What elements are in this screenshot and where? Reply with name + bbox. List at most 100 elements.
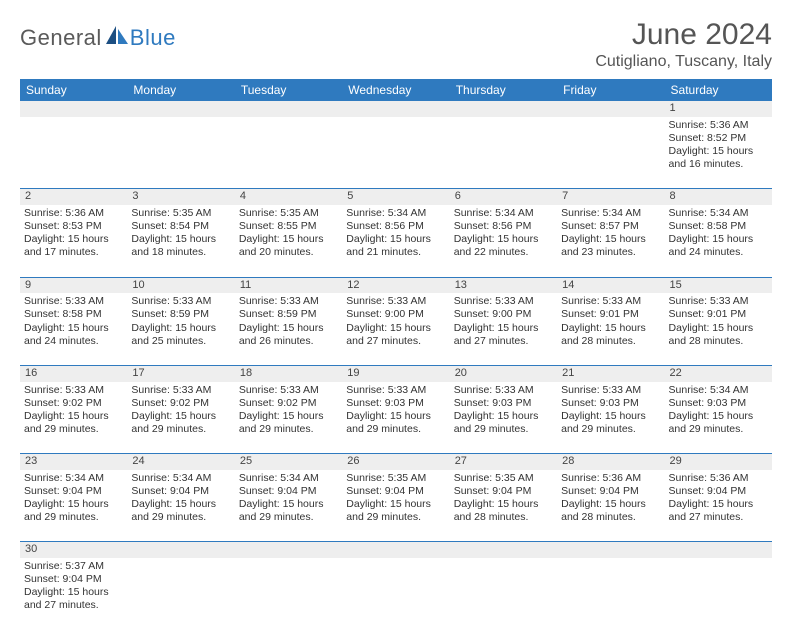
day-number-cell: 29 — [665, 454, 772, 470]
sunset-text: Sunset: 9:00 PM — [454, 308, 553, 321]
sunrise-text: Sunrise: 5:33 AM — [454, 295, 553, 308]
daylight-text: Daylight: 15 hours and 29 minutes. — [24, 498, 123, 524]
daylight-text: Daylight: 15 hours and 29 minutes. — [24, 410, 123, 436]
daylight-text: Daylight: 15 hours and 29 minutes. — [346, 410, 445, 436]
sunrise-text: Sunrise: 5:34 AM — [24, 472, 123, 485]
day-cell: Sunrise: 5:33 AMSunset: 9:03 PMDaylight:… — [450, 382, 557, 454]
sunrise-text: Sunrise: 5:33 AM — [561, 384, 660, 397]
sunrise-text: Sunrise: 5:33 AM — [24, 295, 123, 308]
sunset-text: Sunset: 9:03 PM — [669, 397, 768, 410]
weekday-header: Thursday — [450, 79, 557, 101]
day-cell: Sunrise: 5:33 AMSunset: 9:03 PMDaylight:… — [557, 382, 664, 454]
weekday-header: Wednesday — [342, 79, 449, 101]
daylight-text: Daylight: 15 hours and 24 minutes. — [669, 233, 768, 259]
day-number-cell — [557, 101, 664, 117]
daylight-text: Daylight: 15 hours and 29 minutes. — [561, 410, 660, 436]
sunset-text: Sunset: 8:53 PM — [24, 220, 123, 233]
day-cell: Sunrise: 5:34 AMSunset: 8:57 PMDaylight:… — [557, 205, 664, 277]
daylight-text: Daylight: 15 hours and 29 minutes. — [239, 498, 338, 524]
day-cell — [235, 117, 342, 189]
sunset-text: Sunset: 9:02 PM — [24, 397, 123, 410]
daylight-text: Daylight: 15 hours and 27 minutes. — [346, 322, 445, 348]
day-number-cell — [235, 542, 342, 558]
sunset-text: Sunset: 8:57 PM — [561, 220, 660, 233]
day-cell — [127, 117, 234, 189]
day-cell — [557, 117, 664, 189]
sunrise-text: Sunrise: 5:33 AM — [669, 295, 768, 308]
day-cell — [557, 558, 664, 630]
logo: General Blue — [20, 18, 176, 51]
daylight-text: Daylight: 15 hours and 20 minutes. — [239, 233, 338, 259]
sunset-text: Sunset: 9:03 PM — [561, 397, 660, 410]
day-cell: Sunrise: 5:34 AMSunset: 8:56 PMDaylight:… — [342, 205, 449, 277]
sunrise-text: Sunrise: 5:33 AM — [239, 295, 338, 308]
day-number-cell: 15 — [665, 277, 772, 293]
sunrise-text: Sunrise: 5:33 AM — [454, 384, 553, 397]
day-content-row: Sunrise: 5:33 AMSunset: 8:58 PMDaylight:… — [20, 293, 772, 365]
daylight-text: Daylight: 15 hours and 27 minutes. — [454, 322, 553, 348]
sunset-text: Sunset: 8:59 PM — [131, 308, 230, 321]
day-cell: Sunrise: 5:33 AMSunset: 9:00 PMDaylight:… — [450, 293, 557, 365]
day-cell: Sunrise: 5:35 AMSunset: 9:04 PMDaylight:… — [342, 470, 449, 542]
day-cell: Sunrise: 5:34 AMSunset: 9:04 PMDaylight:… — [20, 470, 127, 542]
sunrise-text: Sunrise: 5:33 AM — [239, 384, 338, 397]
day-cell: Sunrise: 5:34 AMSunset: 8:58 PMDaylight:… — [665, 205, 772, 277]
day-cell: Sunrise: 5:36 AMSunset: 8:53 PMDaylight:… — [20, 205, 127, 277]
sunrise-text: Sunrise: 5:36 AM — [561, 472, 660, 485]
day-content-row: Sunrise: 5:34 AMSunset: 9:04 PMDaylight:… — [20, 470, 772, 542]
sunset-text: Sunset: 9:04 PM — [24, 573, 123, 586]
daylight-text: Daylight: 15 hours and 23 minutes. — [561, 233, 660, 259]
sunset-text: Sunset: 9:03 PM — [346, 397, 445, 410]
daylight-text: Daylight: 15 hours and 29 minutes. — [346, 498, 445, 524]
weekday-header-row: SundayMondayTuesdayWednesdayThursdayFrid… — [20, 79, 772, 101]
sunrise-text: Sunrise: 5:33 AM — [346, 295, 445, 308]
day-number-cell: 8 — [665, 189, 772, 205]
sail-icon — [104, 24, 130, 51]
daylight-text: Daylight: 15 hours and 29 minutes. — [131, 498, 230, 524]
title-block: June 2024 Cutigliano, Tuscany, Italy — [595, 18, 772, 71]
sunset-text: Sunset: 9:01 PM — [561, 308, 660, 321]
day-number-row: 16171819202122 — [20, 365, 772, 381]
day-cell: Sunrise: 5:34 AMSunset: 9:04 PMDaylight:… — [235, 470, 342, 542]
day-cell: Sunrise: 5:33 AMSunset: 9:01 PMDaylight:… — [665, 293, 772, 365]
daylight-text: Daylight: 15 hours and 22 minutes. — [454, 233, 553, 259]
day-cell: Sunrise: 5:33 AMSunset: 9:02 PMDaylight:… — [20, 382, 127, 454]
day-number-cell: 2 — [20, 189, 127, 205]
day-number-cell: 10 — [127, 277, 234, 293]
sunset-text: Sunset: 9:02 PM — [239, 397, 338, 410]
daylight-text: Daylight: 15 hours and 26 minutes. — [239, 322, 338, 348]
sunrise-text: Sunrise: 5:34 AM — [239, 472, 338, 485]
header: General Blue June 2024 Cutigliano, Tusca… — [20, 18, 772, 71]
sunrise-text: Sunrise: 5:35 AM — [454, 472, 553, 485]
day-cell — [235, 558, 342, 630]
day-number-cell — [557, 542, 664, 558]
sunrise-text: Sunrise: 5:33 AM — [346, 384, 445, 397]
day-number-cell: 30 — [20, 542, 127, 558]
day-number-cell — [127, 101, 234, 117]
day-number-cell: 18 — [235, 365, 342, 381]
day-cell — [342, 558, 449, 630]
sunset-text: Sunset: 9:04 PM — [24, 485, 123, 498]
sunset-text: Sunset: 8:58 PM — [24, 308, 123, 321]
day-cell — [127, 558, 234, 630]
daylight-text: Daylight: 15 hours and 24 minutes. — [24, 322, 123, 348]
daylight-text: Daylight: 15 hours and 27 minutes. — [669, 498, 768, 524]
location: Cutigliano, Tuscany, Italy — [595, 53, 772, 71]
day-number-cell — [20, 101, 127, 117]
day-cell: Sunrise: 5:36 AMSunset: 9:04 PMDaylight:… — [665, 470, 772, 542]
day-number-cell: 9 — [20, 277, 127, 293]
sunset-text: Sunset: 9:04 PM — [561, 485, 660, 498]
day-number-cell: 12 — [342, 277, 449, 293]
day-cell: Sunrise: 5:33 AMSunset: 8:59 PMDaylight:… — [235, 293, 342, 365]
day-cell: Sunrise: 5:35 AMSunset: 8:55 PMDaylight:… — [235, 205, 342, 277]
sunset-text: Sunset: 9:00 PM — [346, 308, 445, 321]
day-cell: Sunrise: 5:36 AMSunset: 8:52 PMDaylight:… — [665, 117, 772, 189]
sunrise-text: Sunrise: 5:35 AM — [131, 207, 230, 220]
sunset-text: Sunset: 9:04 PM — [346, 485, 445, 498]
day-number-cell: 20 — [450, 365, 557, 381]
day-cell: Sunrise: 5:35 AMSunset: 9:04 PMDaylight:… — [450, 470, 557, 542]
day-number-cell: 7 — [557, 189, 664, 205]
sunrise-text: Sunrise: 5:34 AM — [561, 207, 660, 220]
daylight-text: Daylight: 15 hours and 28 minutes. — [561, 322, 660, 348]
daylight-text: Daylight: 15 hours and 16 minutes. — [669, 145, 768, 171]
